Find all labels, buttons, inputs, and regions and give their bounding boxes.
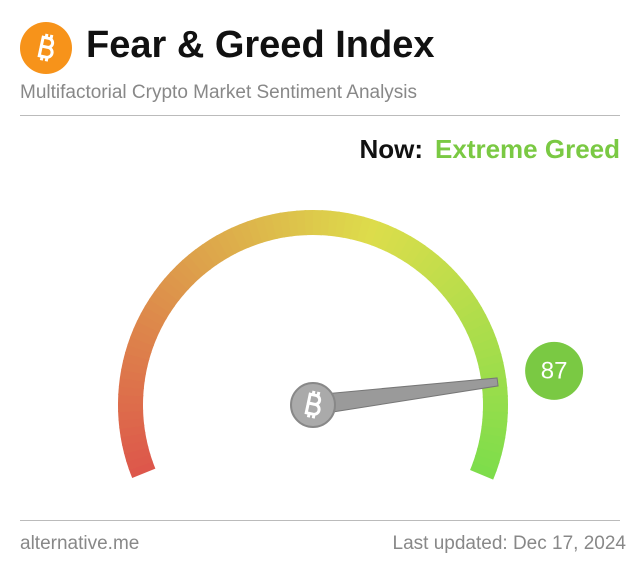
gauge-arc bbox=[128, 460, 156, 479]
gauge-arc bbox=[475, 447, 502, 464]
classification: Extreme Greed bbox=[435, 134, 620, 164]
gauge-arc bbox=[432, 266, 458, 291]
gauge-arc bbox=[238, 221, 257, 248]
gauge-arc bbox=[130, 327, 157, 346]
now-label: Now: bbox=[359, 134, 424, 164]
gauge-arc bbox=[262, 214, 278, 241]
gauge-arc bbox=[118, 409, 144, 421]
gauge-arc bbox=[194, 244, 218, 270]
gauge-arc bbox=[144, 298, 171, 320]
gauge-arc bbox=[384, 228, 405, 255]
gauge-arc bbox=[223, 227, 243, 255]
gauge-arc bbox=[296, 210, 308, 236]
gauge-arc bbox=[459, 306, 487, 328]
gauge-arc bbox=[482, 386, 508, 398]
gauge-arc bbox=[427, 260, 452, 286]
gauge-arc bbox=[188, 248, 212, 275]
gauge-arc bbox=[169, 265, 195, 290]
gauge-arc bbox=[447, 285, 474, 309]
gauge-arc bbox=[482, 403, 509, 414]
gauge-arc bbox=[133, 320, 160, 340]
divider bbox=[20, 115, 620, 116]
gauge-arc bbox=[254, 216, 271, 243]
gauge-arc bbox=[476, 353, 504, 369]
hub-b bbox=[304, 390, 322, 419]
gauge-arc bbox=[121, 360, 148, 375]
gauge-arc bbox=[403, 240, 426, 267]
gauge-arc bbox=[421, 255, 446, 281]
gauge-arc bbox=[119, 368, 147, 382]
gauge-arc bbox=[349, 214, 365, 242]
gauge-arc bbox=[230, 224, 250, 251]
gauge-arc bbox=[208, 235, 230, 262]
gauge-arc bbox=[118, 401, 144, 413]
subtitle: Multifactorial Crypto Market Sentiment A… bbox=[20, 82, 418, 103]
gauge-arc bbox=[442, 279, 469, 303]
gauge-arc bbox=[482, 395, 508, 406]
gauge-arc bbox=[410, 244, 433, 271]
gauge-arc bbox=[469, 329, 497, 348]
gauge-arc bbox=[126, 453, 153, 471]
gauge-arc bbox=[335, 211, 349, 238]
hub-icon bbox=[304, 390, 322, 419]
gauge-arc bbox=[136, 312, 164, 333]
gauge-arc bbox=[397, 235, 419, 263]
gauge-arc bbox=[470, 461, 497, 480]
gauge-arc bbox=[477, 440, 504, 456]
value-bubble bbox=[525, 341, 584, 400]
gauge-arc bbox=[416, 249, 440, 276]
gauge-arc bbox=[437, 272, 463, 297]
gauge-arc bbox=[472, 454, 500, 472]
gauge-arc bbox=[356, 216, 373, 244]
gauge-arc bbox=[175, 259, 200, 285]
gauge-arc bbox=[304, 209, 315, 236]
gauge-arc bbox=[124, 343, 152, 361]
gauge-arc bbox=[472, 337, 500, 355]
gauge-arc bbox=[313, 210, 324, 236]
source: alternative.me bbox=[20, 533, 140, 554]
bitcoin-logo bbox=[20, 22, 72, 74]
title: Fear & Greed Index bbox=[86, 24, 435, 66]
gauge-arc bbox=[118, 417, 145, 429]
gauge-arc bbox=[391, 231, 412, 259]
gauge-arc bbox=[123, 446, 151, 463]
gauge-arc bbox=[164, 271, 190, 296]
gauge-arc bbox=[201, 239, 224, 266]
gauge-arc bbox=[149, 291, 176, 314]
gauge-arc bbox=[140, 305, 167, 326]
gauge-arc bbox=[181, 254, 206, 280]
needle bbox=[311, 377, 499, 416]
status: Now: Extreme Greed bbox=[359, 134, 620, 165]
gauge-arc bbox=[478, 433, 506, 448]
gauge-arc bbox=[463, 314, 491, 334]
gauge-arc bbox=[122, 351, 150, 368]
gauge-arc bbox=[370, 221, 389, 249]
divider bbox=[20, 520, 620, 521]
value-label: 87 bbox=[541, 357, 568, 384]
gauge-arc bbox=[451, 292, 478, 315]
gauge-arc bbox=[158, 277, 185, 301]
gauge-arc bbox=[215, 231, 237, 258]
gauge-arc bbox=[474, 345, 502, 362]
gauge-arc bbox=[127, 335, 155, 353]
gauge-arc bbox=[363, 218, 381, 246]
gauge-arc bbox=[153, 284, 180, 307]
gauge-arc bbox=[455, 299, 483, 321]
gauge-arc bbox=[377, 224, 397, 252]
gauge-arc bbox=[342, 212, 357, 240]
gauge-arc bbox=[246, 218, 264, 246]
gauge-arc bbox=[466, 321, 494, 341]
last-updated: Last updated: Dec 17, 2024 bbox=[392, 533, 626, 554]
